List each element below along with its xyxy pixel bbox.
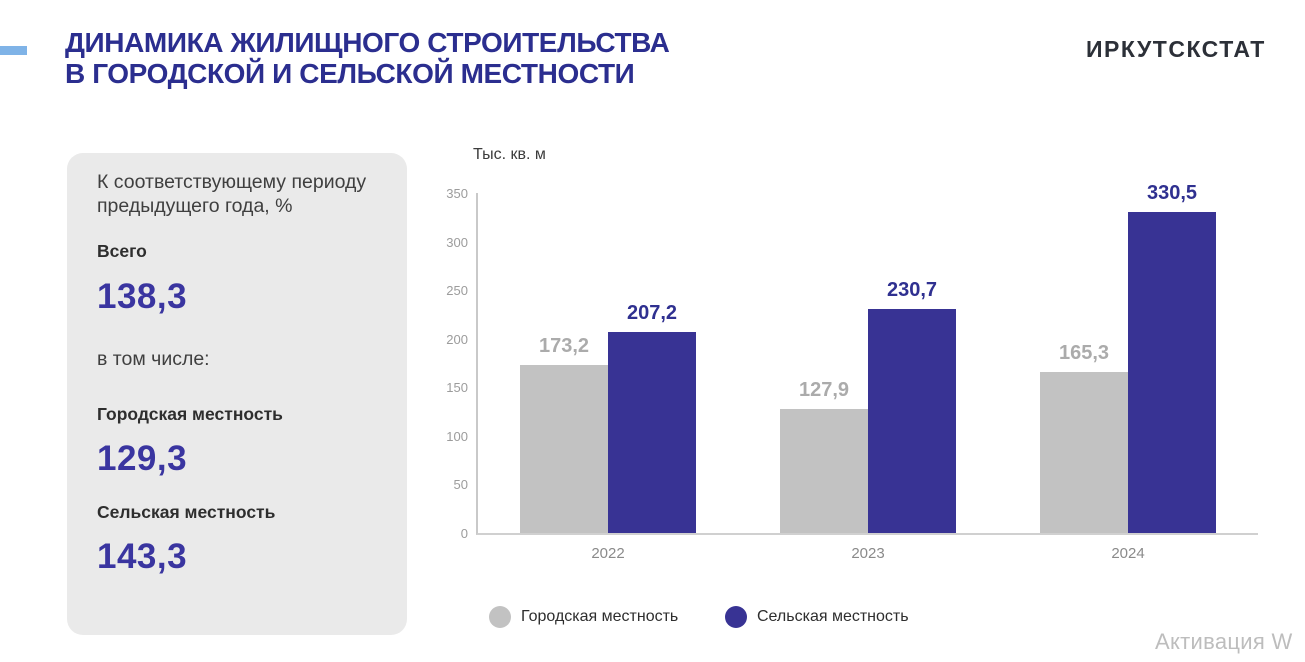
legend-item-urban: Городская местность: [489, 606, 679, 628]
windows-activation-watermark: Активация W: [1155, 629, 1293, 654]
rural-value: 143,3: [97, 537, 188, 577]
urban-label: Городская местность: [97, 404, 283, 425]
total-value: 138,3: [97, 277, 188, 317]
accent-dash: [0, 46, 27, 55]
y-axis-tick-150: 150: [446, 380, 468, 396]
bar-urban-2024: [1040, 372, 1128, 533]
bar-urban-2023: [780, 409, 868, 533]
y-axis-tick-250: 250: [446, 283, 468, 299]
y-axis-tick-0: 0: [460, 526, 468, 541]
rural-label: Сельская местность: [97, 502, 276, 523]
panel-intro-text: К соответствующему периоду предыдущего г…: [97, 171, 367, 218]
bar-value-label-urban-2024: 165,3: [1058, 342, 1110, 364]
total-label: Всего: [97, 241, 147, 262]
bar-value-label-urban-2022: 173,2: [538, 335, 590, 357]
chart-legend: Городская местность Сельская местность: [489, 606, 915, 628]
page-title-line2: В ГОРОДСКОЙ И СЕЛЬСКОЙ МЕСТНОСТИ: [65, 58, 635, 90]
bar-rural-2024: [1128, 212, 1216, 533]
legend-label-urban: Городская местность: [521, 608, 679, 625]
bar-rural-2022: [608, 332, 696, 533]
y-axis-tick-350: 350: [446, 186, 468, 201]
including-note: в том числе:: [97, 348, 210, 371]
x-axis-label-2023: 2023: [851, 545, 885, 562]
y-axis-tick-50: 50: [453, 477, 468, 493]
y-axis-tick-200: 200: [446, 331, 468, 347]
legend-item-rural: Сельская местность: [725, 606, 915, 628]
bar-chart-plot-area: 173,2 207,2 2022 127,9 230,7 2023 165,3 330,5 20…: [476, 182, 1258, 562]
x-axis-label-2024: 2024: [1111, 545, 1145, 562]
legend-dot-rural: [725, 606, 747, 628]
y-axis-tick-300: 300: [446, 234, 468, 250]
irkutskstat-logo: ИРКУТСКСТАТ: [1086, 36, 1266, 62]
x-axis-label-2022: 2022: [591, 545, 625, 562]
page-title-line1: ДИНАМИКА ЖИЛИЩНОГО СТРОИТЕЛЬСТВА: [65, 27, 670, 58]
legend-dot-urban: [489, 606, 511, 628]
page-title: ДИНАМИКА ЖИЛИЩНОГО СТРОИТЕЛЬСТВА В ГОРОД…: [65, 27, 670, 90]
y-axis-unit-label: Тыс. кв. м: [473, 146, 546, 163]
bar-value-label-rural-2024: 330,5: [1146, 182, 1198, 204]
y-axis-tick-100: 100: [446, 428, 468, 444]
urban-value: 129,3: [97, 439, 188, 479]
bar-urban-2022: [520, 365, 608, 533]
bar-value-label-rural-2023: 230,7: [886, 279, 938, 301]
bar-rural-2023: [868, 309, 956, 533]
bar-value-label-urban-2023: 127,9: [798, 379, 850, 401]
legend-label-rural: Сельская местность: [757, 608, 909, 625]
summary-panel: К соответствующему периоду предыдущего г…: [67, 153, 407, 635]
bar-value-label-rural-2022: 207,2: [626, 302, 678, 324]
